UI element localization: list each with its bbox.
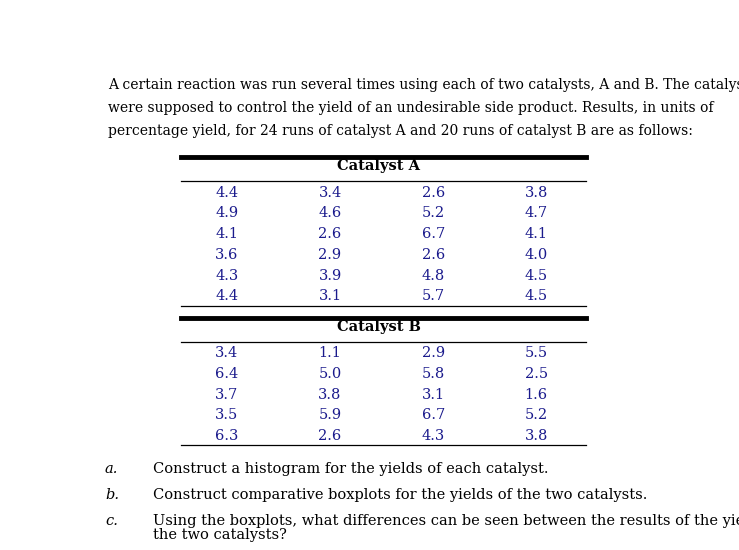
Text: 4.9: 4.9 xyxy=(215,206,239,221)
Text: Catalyst A: Catalyst A xyxy=(337,159,420,173)
Text: 2.9: 2.9 xyxy=(319,248,341,262)
Text: 3.6: 3.6 xyxy=(215,248,239,262)
Text: 4.0: 4.0 xyxy=(525,248,548,262)
Text: were supposed to control the yield of an undesirable side product. Results, in u: were supposed to control the yield of an… xyxy=(109,101,714,115)
Text: b.: b. xyxy=(105,488,119,502)
Text: 4.5: 4.5 xyxy=(525,268,548,283)
Text: 4.3: 4.3 xyxy=(421,429,445,443)
Text: 5.5: 5.5 xyxy=(525,346,548,360)
Text: 4.1: 4.1 xyxy=(216,227,239,241)
Text: 4.4: 4.4 xyxy=(215,185,239,200)
Text: 3.5: 3.5 xyxy=(215,408,239,422)
Text: 4.1: 4.1 xyxy=(525,227,548,241)
Text: the two catalysts?: the two catalysts? xyxy=(152,528,287,542)
Text: 3.4: 3.4 xyxy=(215,346,239,360)
Text: c.: c. xyxy=(105,514,118,528)
Text: 6.7: 6.7 xyxy=(421,227,445,241)
Text: 2.6: 2.6 xyxy=(421,248,445,262)
Text: 4.8: 4.8 xyxy=(421,268,445,283)
Text: 4.6: 4.6 xyxy=(319,206,341,221)
Text: 5.9: 5.9 xyxy=(319,408,341,422)
Text: 3.1: 3.1 xyxy=(319,289,341,304)
Text: 3.8: 3.8 xyxy=(525,185,548,200)
Text: 4.4: 4.4 xyxy=(215,289,239,304)
Text: 6.4: 6.4 xyxy=(215,367,239,381)
Text: Catalyst B: Catalyst B xyxy=(337,320,420,334)
Text: 5.2: 5.2 xyxy=(525,408,548,422)
Text: 3.7: 3.7 xyxy=(215,388,239,402)
Text: Construct a histogram for the yields of each catalyst.: Construct a histogram for the yields of … xyxy=(152,461,548,476)
Text: 6.7: 6.7 xyxy=(421,408,445,422)
Text: 2.6: 2.6 xyxy=(319,227,341,241)
Text: 3.4: 3.4 xyxy=(319,185,341,200)
Text: 3.8: 3.8 xyxy=(319,388,341,402)
Text: a.: a. xyxy=(105,461,118,476)
Text: 4.5: 4.5 xyxy=(525,289,548,304)
Text: Using the boxplots, what differences can be seen between the results of the yiel: Using the boxplots, what differences can… xyxy=(152,514,739,528)
Text: 3.9: 3.9 xyxy=(319,268,341,283)
Text: 5.8: 5.8 xyxy=(421,367,445,381)
Text: 1.1: 1.1 xyxy=(319,346,341,360)
Text: A certain reaction was run several times using each of two catalysts, A and B. T: A certain reaction was run several times… xyxy=(109,78,739,92)
Text: percentage yield, for 24 runs of catalyst A and 20 runs of catalyst B are as fol: percentage yield, for 24 runs of catalys… xyxy=(109,124,693,139)
Text: 2.9: 2.9 xyxy=(421,346,445,360)
Text: 1.6: 1.6 xyxy=(525,388,548,402)
Text: 2.5: 2.5 xyxy=(525,367,548,381)
Text: 5.7: 5.7 xyxy=(421,289,445,304)
Text: 4.3: 4.3 xyxy=(215,268,239,283)
Text: 5.2: 5.2 xyxy=(421,206,445,221)
Text: 3.1: 3.1 xyxy=(421,388,445,402)
Text: 4.7: 4.7 xyxy=(525,206,548,221)
Text: 2.6: 2.6 xyxy=(319,429,341,443)
Text: 2.6: 2.6 xyxy=(421,185,445,200)
Text: 5.0: 5.0 xyxy=(319,367,341,381)
Text: 3.8: 3.8 xyxy=(525,429,548,443)
Text: Construct comparative boxplots for the yields of the two catalysts.: Construct comparative boxplots for the y… xyxy=(152,488,647,502)
Text: 6.3: 6.3 xyxy=(215,429,239,443)
